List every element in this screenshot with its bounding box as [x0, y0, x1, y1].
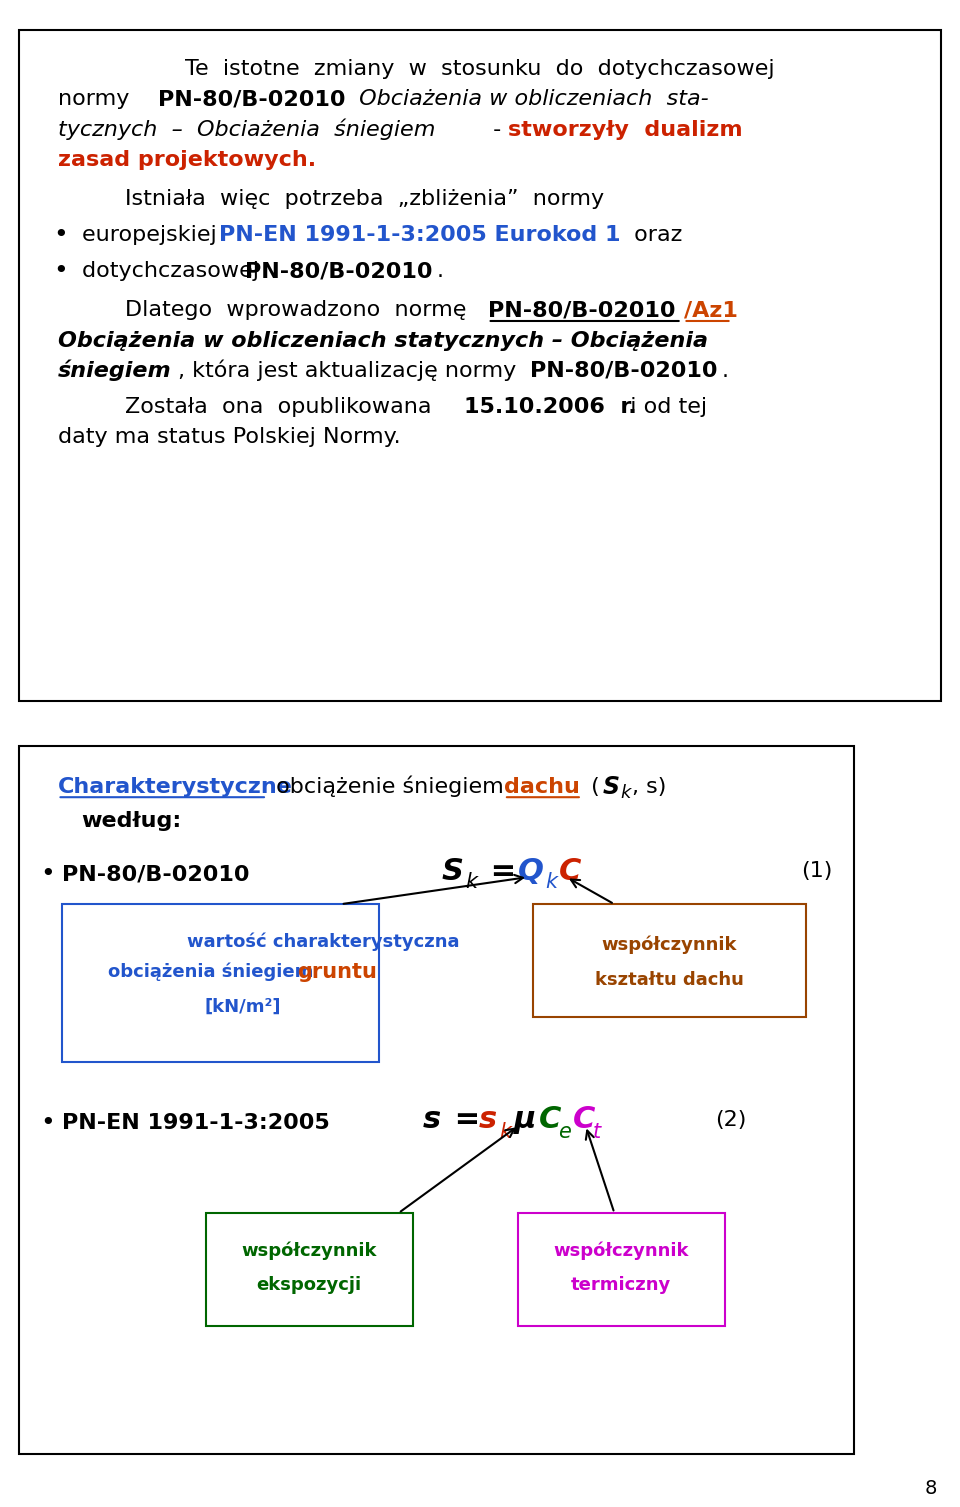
Text: PN-80/B-02010: PN-80/B-02010 — [158, 89, 346, 110]
Text: (2): (2) — [715, 1109, 747, 1130]
Text: PN-80/B-02010: PN-80/B-02010 — [530, 360, 717, 381]
Text: oraz: oraz — [627, 225, 683, 246]
Text: .: . — [722, 360, 729, 381]
Text: •: • — [53, 223, 67, 247]
Text: C: C — [539, 1105, 561, 1135]
Text: PN-80/B-02010: PN-80/B-02010 — [62, 864, 250, 885]
Text: europejskiej: europejskiej — [82, 225, 224, 246]
Text: termiczny: termiczny — [571, 1276, 671, 1295]
Text: k: k — [545, 871, 558, 892]
Text: .: . — [437, 261, 444, 282]
Text: gruntu: gruntu — [298, 961, 377, 983]
Text: •: • — [40, 1111, 55, 1135]
Text: S: S — [442, 856, 464, 886]
Text: C: C — [559, 856, 581, 886]
Text: Te  istotne  zmiany  w  stosunku  do  dotychczasowej: Te istotne zmiany w stosunku do dotychcz… — [185, 59, 775, 80]
Text: •: • — [40, 862, 55, 886]
Text: e: e — [558, 1121, 570, 1142]
Text: (1): (1) — [802, 860, 833, 882]
Text: Dlatego  wprowadzono  normę: Dlatego wprowadzono normę — [125, 300, 480, 321]
Text: , która jest aktualizację normy: , która jest aktualizację normy — [178, 360, 523, 381]
Text: obciążenia śniegiem: obciążenia śniegiem — [108, 963, 319, 981]
Text: s: s — [479, 1105, 497, 1135]
Text: Obciążenia w obliczeniach statycznych – Obciążenia: Obciążenia w obliczeniach statycznych – … — [58, 330, 708, 351]
Text: /Az1: /Az1 — [684, 300, 737, 321]
Text: obciążenie śniegiem: obciążenie śniegiem — [269, 776, 511, 797]
Text: 15.10.2006  r.: 15.10.2006 r. — [464, 396, 636, 417]
Text: śniegiem: śniegiem — [58, 360, 171, 381]
Text: współczynnik: współczynnik — [553, 1242, 689, 1260]
Text: k: k — [466, 871, 478, 892]
Text: według:: według: — [82, 811, 181, 832]
Text: Istniała  więc  potrzeba  „zbliżenia”  normy: Istniała więc potrzeba „zbliżenia” normy — [125, 188, 604, 209]
Text: -: - — [486, 119, 508, 140]
Text: stworzyły  dualizm: stworzyły dualizm — [508, 119, 742, 140]
Text: ekspozycji: ekspozycji — [256, 1276, 362, 1295]
Text: dachu: dachu — [504, 776, 580, 797]
Text: Obciażenia w obliczeniach  sta-: Obciażenia w obliczeniach sta- — [352, 89, 708, 110]
Text: zasad projektowych.: zasad projektowych. — [58, 149, 316, 170]
Text: daty ma status Polskiej Normy.: daty ma status Polskiej Normy. — [58, 426, 400, 448]
Text: PN-80/B-02010: PN-80/B-02010 — [488, 300, 675, 321]
Text: k: k — [620, 784, 631, 802]
Text: PN-80/B-02010: PN-80/B-02010 — [245, 261, 432, 282]
Text: k: k — [499, 1121, 512, 1142]
Text: dotychczasowej: dotychczasowej — [82, 261, 266, 282]
Text: PN-EN 1991-1-3:2005 Eurokod 1: PN-EN 1991-1-3:2005 Eurokod 1 — [219, 225, 620, 246]
Text: kształtu dachu: kształtu dachu — [594, 971, 744, 989]
Text: (: ( — [584, 776, 599, 797]
Text: S: S — [603, 775, 620, 799]
Text: wartość charakterystyczna: wartość charakterystyczna — [187, 933, 460, 951]
Text: Została  ona  opublikowana: Została ona opublikowana — [125, 396, 445, 417]
Text: 8: 8 — [925, 1480, 937, 1498]
Text: , s): , s) — [632, 776, 666, 797]
Text: normy: normy — [58, 89, 143, 110]
Text: i od tej: i od tej — [616, 396, 708, 417]
Text: Charakterystyczne: Charakterystyczne — [58, 776, 293, 797]
Text: współczynnik: współczynnik — [601, 936, 737, 954]
Text: tycznych  –  Obciażenia  śniegiem: tycznych – Obciażenia śniegiem — [58, 119, 435, 140]
Text: •: • — [53, 259, 67, 283]
Text: =: = — [444, 1105, 491, 1135]
Text: =: = — [480, 856, 527, 886]
Text: μ: μ — [514, 1105, 536, 1135]
Text: współczynnik: współczynnik — [241, 1242, 377, 1260]
Text: t: t — [592, 1121, 600, 1142]
Text: s: s — [422, 1105, 441, 1135]
Text: PN-EN 1991-1-3:2005: PN-EN 1991-1-3:2005 — [62, 1112, 330, 1133]
Text: C: C — [573, 1105, 595, 1135]
Text: Q: Q — [517, 856, 543, 886]
Text: [kN/m²]: [kN/m²] — [204, 998, 281, 1016]
